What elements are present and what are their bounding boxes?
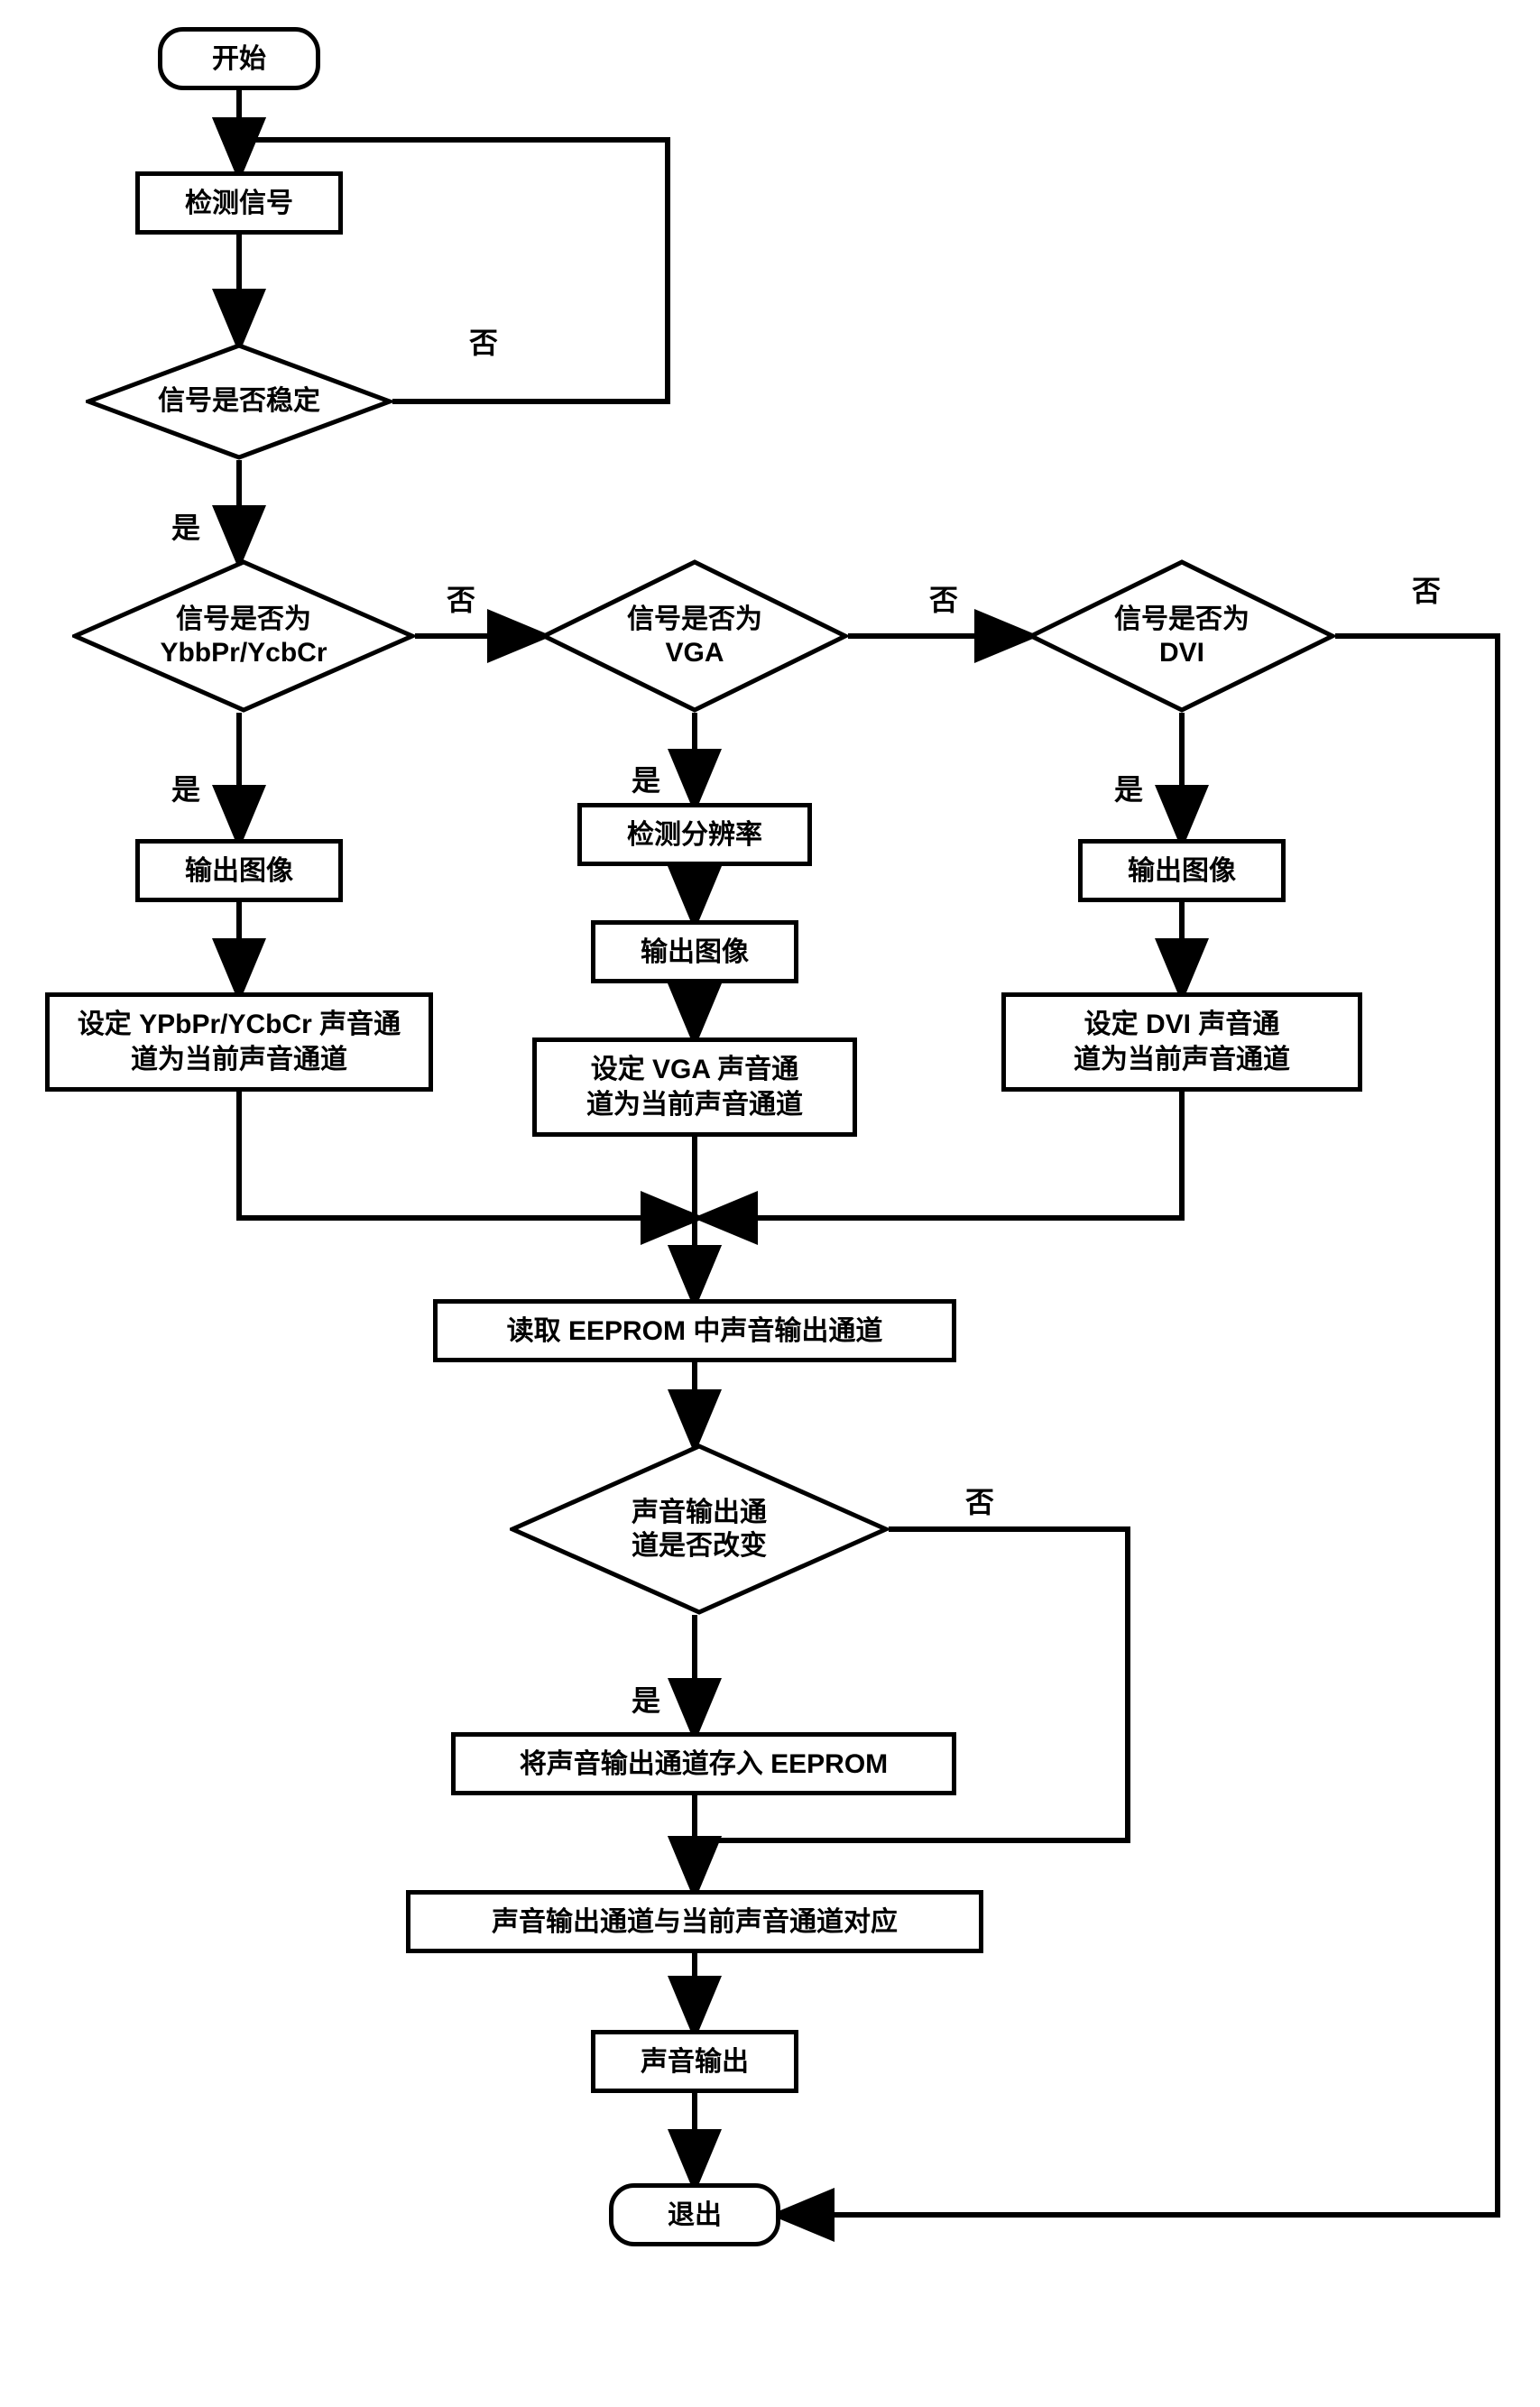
node-set_dvi: 设定 DVI 声音通道为当前声音通道 xyxy=(1001,992,1362,1092)
edge-label-e-changed-yes: 是 xyxy=(632,1678,660,1720)
edge-label-e-vga-no: 否 xyxy=(929,577,958,619)
edge-label-e-vga-yes: 是 xyxy=(632,758,660,799)
node-detect_res: 检测分辨率 xyxy=(577,803,812,866)
node-save_eeprom: 将声音输出通道存入 EEPROM xyxy=(451,1732,956,1795)
node-out_img_l: 输出图像 xyxy=(135,839,343,902)
edge-label-e-ypbpr-yes: 是 xyxy=(171,767,200,808)
node-label-d_ypbpr: 信号是否为YbbPr/YcbCr xyxy=(133,603,354,670)
node-read_eeprom: 读取 EEPROM 中声音输出通道 xyxy=(433,1299,956,1362)
node-exit: 退出 xyxy=(609,2183,780,2246)
node-audio_out: 声音输出 xyxy=(591,2030,798,2093)
node-start: 开始 xyxy=(158,27,320,90)
node-label-d_dvi: 信号是否为DVI xyxy=(1087,603,1277,670)
node-compare: 声音输出通道与当前声音通道对应 xyxy=(406,1890,983,1953)
node-d_vga: 信号是否为VGA xyxy=(541,559,848,713)
edge-label-e-stable-yes: 是 xyxy=(171,505,200,547)
node-detect_signal: 检测信号 xyxy=(135,171,343,235)
node-d_dvi: 信号是否为DVI xyxy=(1028,559,1335,713)
edge-label-e-dvi-no: 否 xyxy=(1412,568,1441,610)
node-label-d_vga: 信号是否为VGA xyxy=(600,603,789,670)
edge-label-e-dvi-yes: 是 xyxy=(1114,767,1143,808)
edge-label-e-stable-no: 否 xyxy=(469,320,498,362)
node-label-d_stable: 信号是否稳定 xyxy=(131,384,347,419)
edge-label-e-ypbpr-no: 否 xyxy=(447,577,475,619)
node-d_stable: 信号是否稳定 xyxy=(86,343,392,460)
node-set_ypbpr: 设定 YPbPr/YCbCr 声音通道为当前声音通道 xyxy=(45,992,433,1092)
node-out_img_m: 输出图像 xyxy=(591,920,798,983)
node-d_ypbpr: 信号是否为YbbPr/YcbCr xyxy=(72,559,415,713)
node-label-d_changed: 声音输出通道是否改变 xyxy=(604,1496,794,1563)
node-out_img_r: 输出图像 xyxy=(1078,839,1286,902)
edge-label-e-changed-no: 否 xyxy=(965,1480,994,1521)
node-set_vga: 设定 VGA 声音通道为当前声音通道 xyxy=(532,1038,857,1137)
node-d_changed: 声音输出通道是否改变 xyxy=(510,1443,889,1615)
flowchart-canvas: 否是否否否是是是是否开始检测信号信号是否稳定信号是否为YbbPr/YcbCr信号… xyxy=(18,18,1540,2389)
